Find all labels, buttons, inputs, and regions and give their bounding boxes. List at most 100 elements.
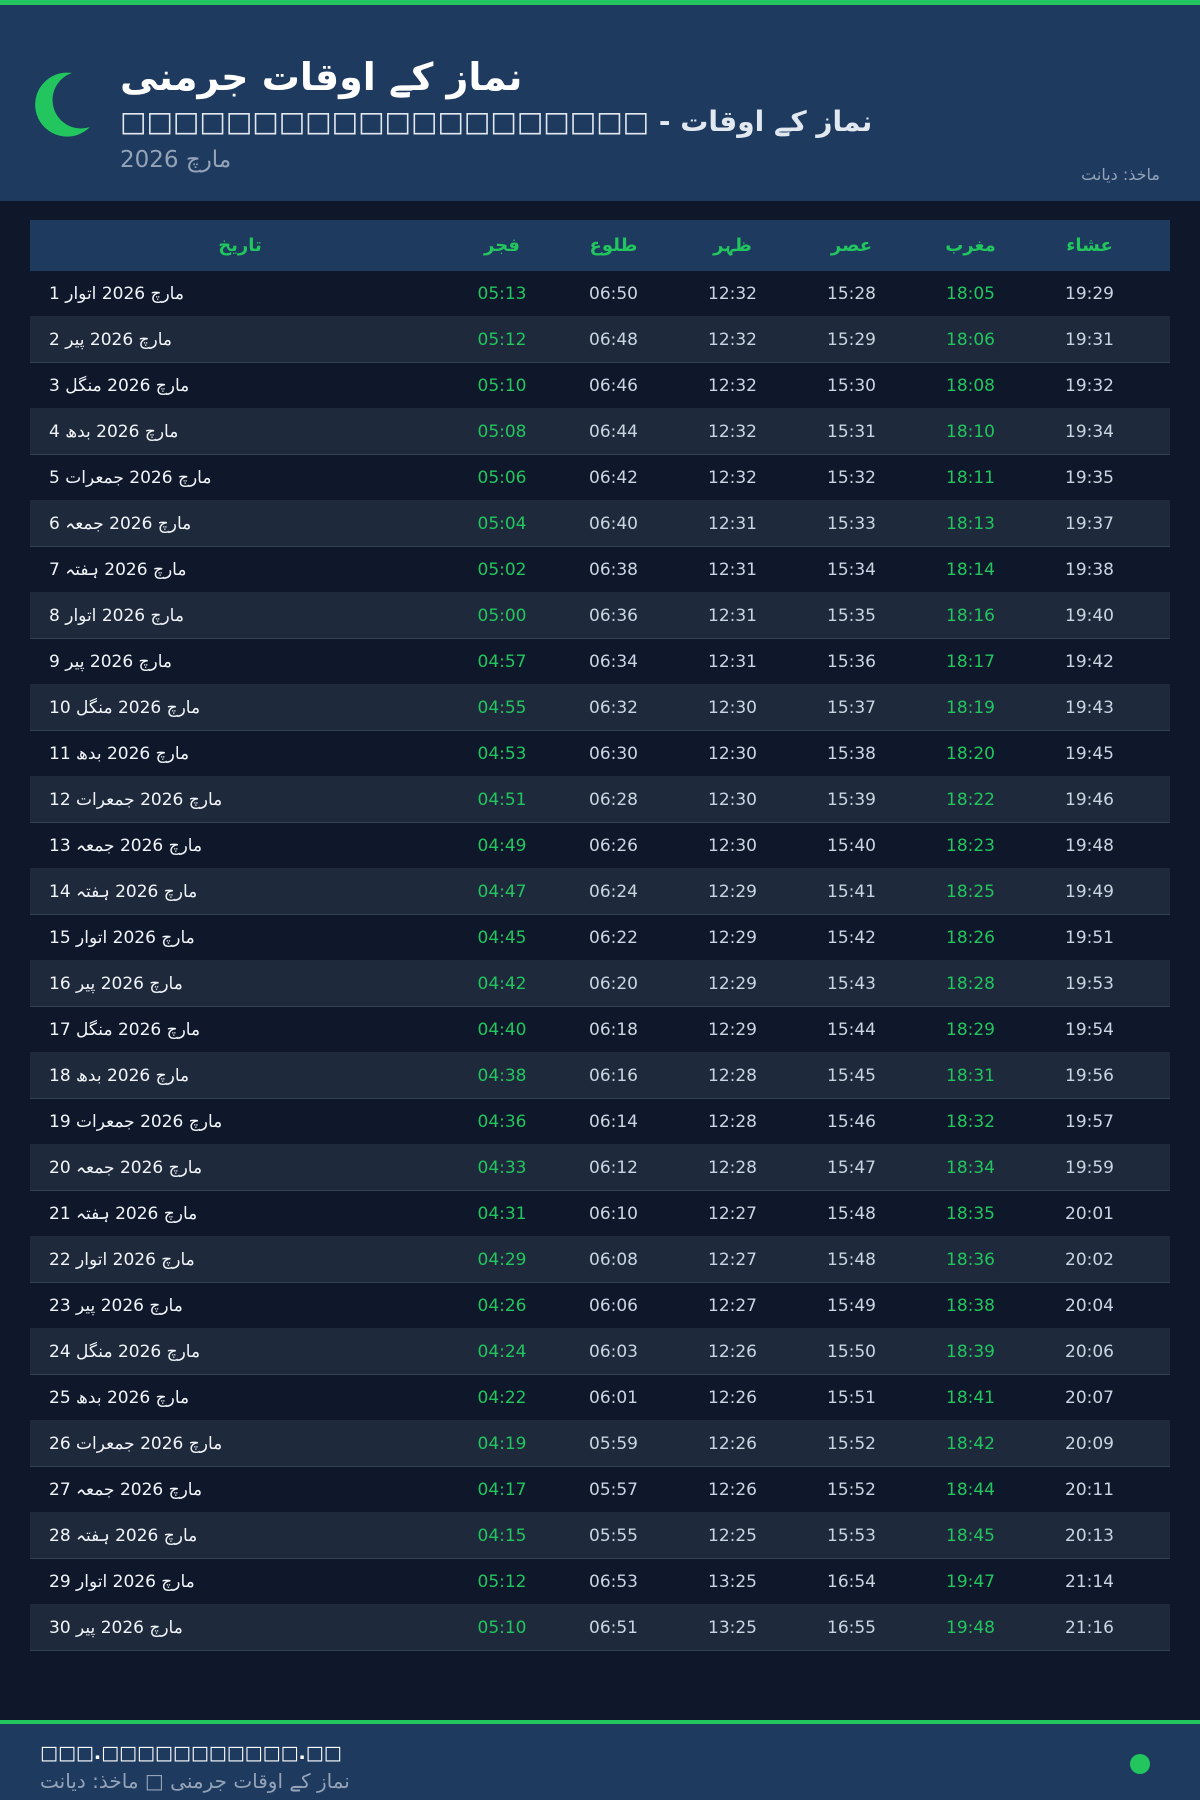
- cell-asr: 15:39: [827, 789, 876, 810]
- cell-fajr: 04:22: [477, 1387, 527, 1408]
- table-row: 16 مارچ 2026 پیر 04:42 06:20 12:29 15:43 18:2…: [30, 961, 1170, 1007]
- cell-isha: 19:31: [1065, 329, 1114, 350]
- column-header-fajr: فجر: [484, 235, 520, 256]
- cell-asr: 15:35: [827, 605, 876, 626]
- table-row: 27 مارچ 2026 جمعہ 04:17 05:57 12:26 15:52 18:…: [30, 1467, 1170, 1513]
- cell-dhuhr: 12:27: [708, 1203, 757, 1224]
- cell-maghrib: 18:36: [946, 1249, 995, 1270]
- table-row: 23 مارچ 2026 پیر 04:26 06:06 12:27 15:49 18:3…: [30, 1283, 1170, 1329]
- cell-asr: 15:50: [827, 1341, 876, 1362]
- cell-fajr: 04:51: [477, 789, 527, 810]
- cell-asr: 15:36: [827, 651, 876, 672]
- cell-date: 12 مارچ 2026 جمعرات: [49, 789, 223, 810]
- column-header-date: تاریخ: [218, 235, 262, 256]
- cell-maghrib: 18:10: [946, 421, 995, 442]
- cell-sunrise: 06:46: [589, 375, 638, 396]
- cell-maghrib: 18:38: [946, 1295, 995, 1316]
- cell-isha: 19:53: [1065, 973, 1114, 994]
- cell-date: 17 مارچ 2026 منگل: [49, 1019, 201, 1040]
- cell-dhuhr: 12:28: [708, 1065, 757, 1086]
- cell-asr: 15:47: [827, 1157, 876, 1178]
- table-row: 3 مارچ 2026 منگل 05:10 06:46 12:32 15:30 18:0…: [30, 363, 1170, 409]
- cell-asr: 15:46: [827, 1111, 876, 1132]
- cell-fajr: 04:55: [477, 697, 527, 718]
- column-header-maghrib: مغرب: [945, 235, 996, 256]
- cell-maghrib: 18:17: [946, 651, 995, 672]
- cell-fajr: 04:24: [477, 1341, 527, 1362]
- cell-date: 1 مارچ 2026 اتوار: [49, 283, 184, 304]
- cell-sunrise: 06:32: [589, 697, 638, 718]
- column-header-dhuhr: ظہر: [713, 235, 752, 256]
- cell-isha: 19:32: [1065, 375, 1114, 396]
- cell-dhuhr: 12:28: [708, 1111, 757, 1132]
- cell-maghrib: 18:31: [946, 1065, 995, 1086]
- cell-fajr: 04:45: [477, 927, 527, 948]
- cell-sunrise: 06:03: [589, 1341, 638, 1362]
- cell-date: 10 مارچ 2026 منگل: [49, 697, 201, 718]
- cell-sunrise: 06:18: [589, 1019, 638, 1040]
- cell-dhuhr: 12:26: [708, 1433, 757, 1454]
- cell-sunrise: 05:55: [589, 1525, 638, 1546]
- cell-isha: 20:13: [1065, 1525, 1114, 1546]
- cell-isha: 19:37: [1065, 513, 1114, 534]
- table-row: 22 مارچ 2026 اتوار 04:29 06:08 12:27 15:48 18…: [30, 1237, 1170, 1283]
- cell-asr: 15:41: [827, 881, 876, 902]
- cell-maghrib: 19:48: [946, 1617, 995, 1638]
- cell-isha: 19:48: [1065, 835, 1114, 856]
- cell-dhuhr: 12:29: [708, 1019, 757, 1040]
- cell-fajr: 04:53: [477, 743, 527, 764]
- cell-sunrise: 06:26: [589, 835, 638, 856]
- page-header: نماز کے اوقات جرمنی □□□□□□□□□□□□□□□□□□□□…: [0, 5, 1200, 201]
- cell-maghrib: 18:44: [946, 1479, 995, 1500]
- cell-fajr: 04:57: [477, 651, 527, 672]
- cell-isha: 19:56: [1065, 1065, 1114, 1086]
- cell-maghrib: 18:19: [946, 697, 995, 718]
- cell-maghrib: 18:23: [946, 835, 995, 856]
- cell-fajr: 04:38: [477, 1065, 527, 1086]
- cell-dhuhr: 12:30: [708, 835, 757, 856]
- cell-asr: 15:44: [827, 1019, 876, 1040]
- cell-maghrib: 18:28: [946, 973, 995, 994]
- table-row: 11 مارچ 2026 بدھ 04:53 06:30 12:30 15:38 18:2…: [30, 731, 1170, 777]
- table-row: 17 مارچ 2026 منگل 04:40 06:18 12:29 15:44 18:…: [30, 1007, 1170, 1053]
- cell-isha: 20:06: [1065, 1341, 1114, 1362]
- cell-asr: 15:45: [827, 1065, 876, 1086]
- cell-maghrib: 18:32: [946, 1111, 995, 1132]
- cell-sunrise: 06:42: [589, 467, 638, 488]
- cell-date: 18 مارچ 2026 بدھ: [49, 1065, 190, 1086]
- footer-site[interactable]: □□□.□□□□□□□□□□□.□□: [40, 1742, 342, 1764]
- cell-sunrise: 06:12: [589, 1157, 638, 1178]
- cell-asr: 16:54: [827, 1571, 876, 1592]
- table-row: 19 مارچ 2026 جمعرات 04:36 06:14 12:28 15:46 1…: [30, 1099, 1170, 1145]
- cell-maghrib: 18:45: [946, 1525, 995, 1546]
- table-row: 26 مارچ 2026 جمعرات 04:19 05:59 12:26 15:52 1…: [30, 1421, 1170, 1467]
- cell-asr: 15:53: [827, 1525, 876, 1546]
- cell-dhuhr: 12:29: [708, 881, 757, 902]
- cell-asr: 15:31: [827, 421, 876, 442]
- cell-isha: 19:35: [1065, 467, 1114, 488]
- table-header: تاریخ فجر طلوع ظہر عصر مغرب عشاء: [30, 220, 1170, 271]
- page-subtitle: □□□□□□□□□□□□□□□□□□□□ - نماز کے اوقات: [120, 105, 873, 138]
- cell-sunrise: 06:30: [589, 743, 638, 764]
- cell-date: 23 مارچ 2026 پیر: [49, 1295, 183, 1316]
- table-row: 21 مارچ 2026 ہفتہ 04:31 06:10 12:27 15:48 18:…: [30, 1191, 1170, 1237]
- cell-isha: 19:57: [1065, 1111, 1114, 1132]
- cell-sunrise: 06:51: [589, 1617, 638, 1638]
- cell-dhuhr: 12:32: [708, 375, 757, 396]
- cell-fajr: 04:26: [477, 1295, 527, 1316]
- table-row: 5 مارچ 2026 جمعرات 05:06 06:42 12:32 15:32 18…: [30, 455, 1170, 501]
- cell-asr: 15:48: [827, 1249, 876, 1270]
- cell-isha: 21:14: [1065, 1571, 1114, 1592]
- cell-dhuhr: 12:30: [708, 789, 757, 810]
- cell-dhuhr: 13:25: [708, 1617, 757, 1638]
- cell-fajr: 04:36: [477, 1111, 527, 1132]
- table-row: 10 مارچ 2026 منگل 04:55 06:32 12:30 15:37 18:…: [30, 685, 1170, 731]
- cell-asr: 15:38: [827, 743, 876, 764]
- cell-isha: 19:40: [1065, 605, 1114, 626]
- cell-sunrise: 06:53: [589, 1571, 638, 1592]
- table-row: 13 مارچ 2026 جمعہ 04:49 06:26 12:30 15:40 18:…: [30, 823, 1170, 869]
- cell-date: 16 مارچ 2026 پیر: [49, 973, 183, 994]
- cell-isha: 20:02: [1065, 1249, 1114, 1270]
- cell-maghrib: 18:20: [946, 743, 995, 764]
- cell-sunrise: 06:06: [589, 1295, 638, 1316]
